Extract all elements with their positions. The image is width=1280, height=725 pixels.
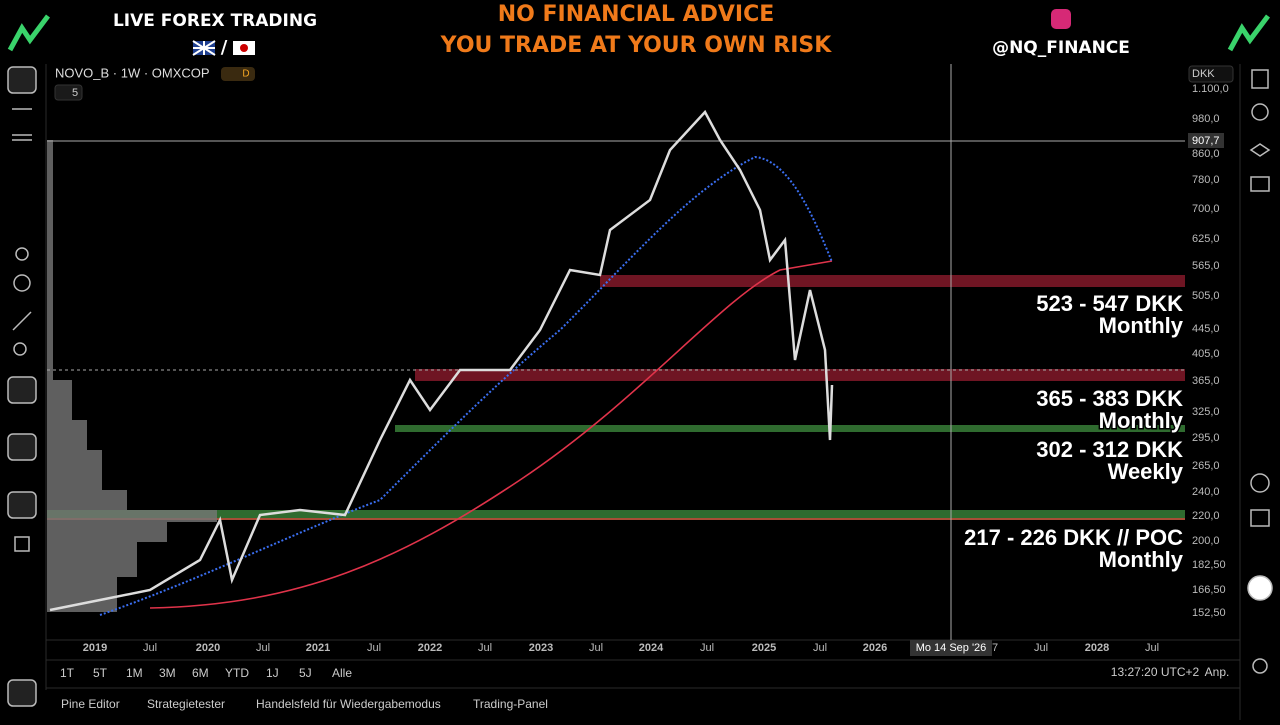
tab[interactable]: Strategietester: [147, 697, 225, 711]
clock: 13:27:20 UTC+2: [1111, 665, 1200, 679]
price-label: 860,0: [1192, 148, 1220, 160]
time-label: 2023: [529, 642, 553, 654]
date-tag: [910, 640, 992, 656]
time-label: Jul: [813, 642, 827, 654]
warning: YOU TRADE AT YOUR OWN RISK: [440, 33, 833, 58]
time-label: 2019: [83, 642, 107, 654]
price-label: 265,0: [1192, 460, 1220, 472]
time-label: 2020: [196, 642, 220, 654]
time-label: Jul: [589, 642, 603, 654]
badge: D: [242, 69, 249, 80]
zone-band: [395, 425, 1185, 432]
timeframe-button[interactable]: 3M: [159, 666, 176, 680]
crosshair-price: 907,7: [1192, 135, 1220, 147]
time-label: 2024: [639, 642, 664, 654]
price-label: 365,0: [1192, 375, 1220, 387]
price-label: 625,0: [1192, 233, 1220, 245]
logo: [7, 14, 50, 52]
timeframe-button[interactable]: 5J: [299, 666, 312, 680]
price-label: 166,50: [1192, 584, 1226, 596]
timeframe-button[interactable]: 1M: [126, 666, 143, 680]
timeframe-button[interactable]: 5T: [93, 666, 108, 680]
zone-label: 217 - 226 DKK // POC: [964, 525, 1183, 550]
price-label: 505,0: [1192, 290, 1220, 302]
time-label: 2021: [306, 642, 330, 654]
flag-uk-cross: [192, 40, 216, 56]
timeframe-button[interactable]: 1J: [266, 666, 279, 680]
zone-period: Monthly: [1099, 313, 1184, 338]
price-label: 200,0: [1192, 535, 1220, 547]
price-label: 152,50: [1192, 607, 1226, 619]
zone-label: 365 - 383 DKK: [1036, 386, 1183, 411]
price-label: 565,0: [1192, 260, 1220, 272]
ma-slow: [149, 260, 833, 609]
zone-label: 523 - 547 DKK: [1036, 291, 1183, 316]
logo: [1227, 14, 1270, 52]
timeframe-button[interactable]: Alle: [332, 666, 352, 680]
zone-band: [600, 275, 1185, 287]
price-label: 780,0: [1192, 174, 1220, 186]
banner-title: LIVE FOREX TRADING: [113, 11, 317, 31]
zone-period: Monthly: [1099, 408, 1184, 433]
price-label: 295,0: [1192, 432, 1220, 444]
price-label: 220,0: [1192, 510, 1220, 522]
handle: @NQ_FINANCE: [992, 38, 1130, 58]
left-toolbar: [7, 66, 37, 707]
tab[interactable]: Pine Editor: [61, 697, 120, 711]
time-label: Jul: [143, 642, 157, 654]
price-label: 700,0: [1192, 203, 1220, 215]
price-label: 240,0: [1192, 486, 1220, 498]
right-toolbar: [1247, 69, 1273, 674]
badge-bg: [221, 67, 255, 81]
flag-separator: /: [221, 37, 228, 58]
time-label: Jul: [478, 642, 492, 654]
time-label: 2028: [1085, 642, 1109, 654]
crosshair-date: Mo 14 Sep '26: [916, 642, 987, 654]
zone-label: 302 - 312 DKK: [1036, 437, 1183, 462]
time-label: Jul: [256, 642, 270, 654]
timeframe-button[interactable]: YTD: [225, 666, 249, 680]
adjust-button[interactable]: Anp.: [1205, 665, 1230, 679]
price-label: 980,0: [1192, 113, 1220, 125]
flag-jp-sun: [240, 44, 248, 52]
time-label: 2026: [863, 642, 887, 654]
time-label: Jul: [700, 642, 714, 654]
tab[interactable]: Trading-Panel: [473, 697, 548, 711]
time-label: 2022: [418, 642, 442, 654]
time-label: Jul: [1145, 642, 1159, 654]
indicator-toggle[interactable]: [54, 84, 83, 101]
price-label: 445,0: [1192, 323, 1220, 335]
zone-band: [415, 369, 1185, 381]
time-label: 2025: [752, 642, 776, 654]
time-label: Jul: [1034, 642, 1048, 654]
currency: DKK: [1192, 68, 1215, 80]
price-tag: [1188, 133, 1224, 148]
time-label: Jul: [367, 642, 381, 654]
ma-fast: [99, 155, 833, 616]
price-label: 325,0: [1192, 406, 1220, 418]
zone-period: Weekly: [1108, 459, 1184, 484]
volume-profile: [47, 140, 217, 612]
currency-select[interactable]: [1188, 65, 1234, 83]
tab[interactable]: Handelsfeld für Wiedergabemodus: [256, 697, 441, 711]
price-series: [49, 109, 834, 612]
indicator-count: 5: [72, 87, 78, 99]
zone-band: [47, 510, 1185, 520]
instagram-icon: [1051, 9, 1071, 29]
price-label: 1.100,0: [1192, 83, 1229, 95]
price-label: 405,0: [1192, 348, 1220, 360]
zone-period: Monthly: [1099, 547, 1184, 572]
timeframe-button[interactable]: 6M: [192, 666, 209, 680]
warning: NO FINANCIAL ADVICE: [498, 2, 775, 27]
timeframe-button[interactable]: 1T: [60, 666, 75, 680]
price-label: 182,50: [1192, 559, 1226, 571]
time-label: 7: [992, 642, 998, 654]
symbol: NOVO_B · 1W · OMXCOP: [55, 65, 210, 80]
